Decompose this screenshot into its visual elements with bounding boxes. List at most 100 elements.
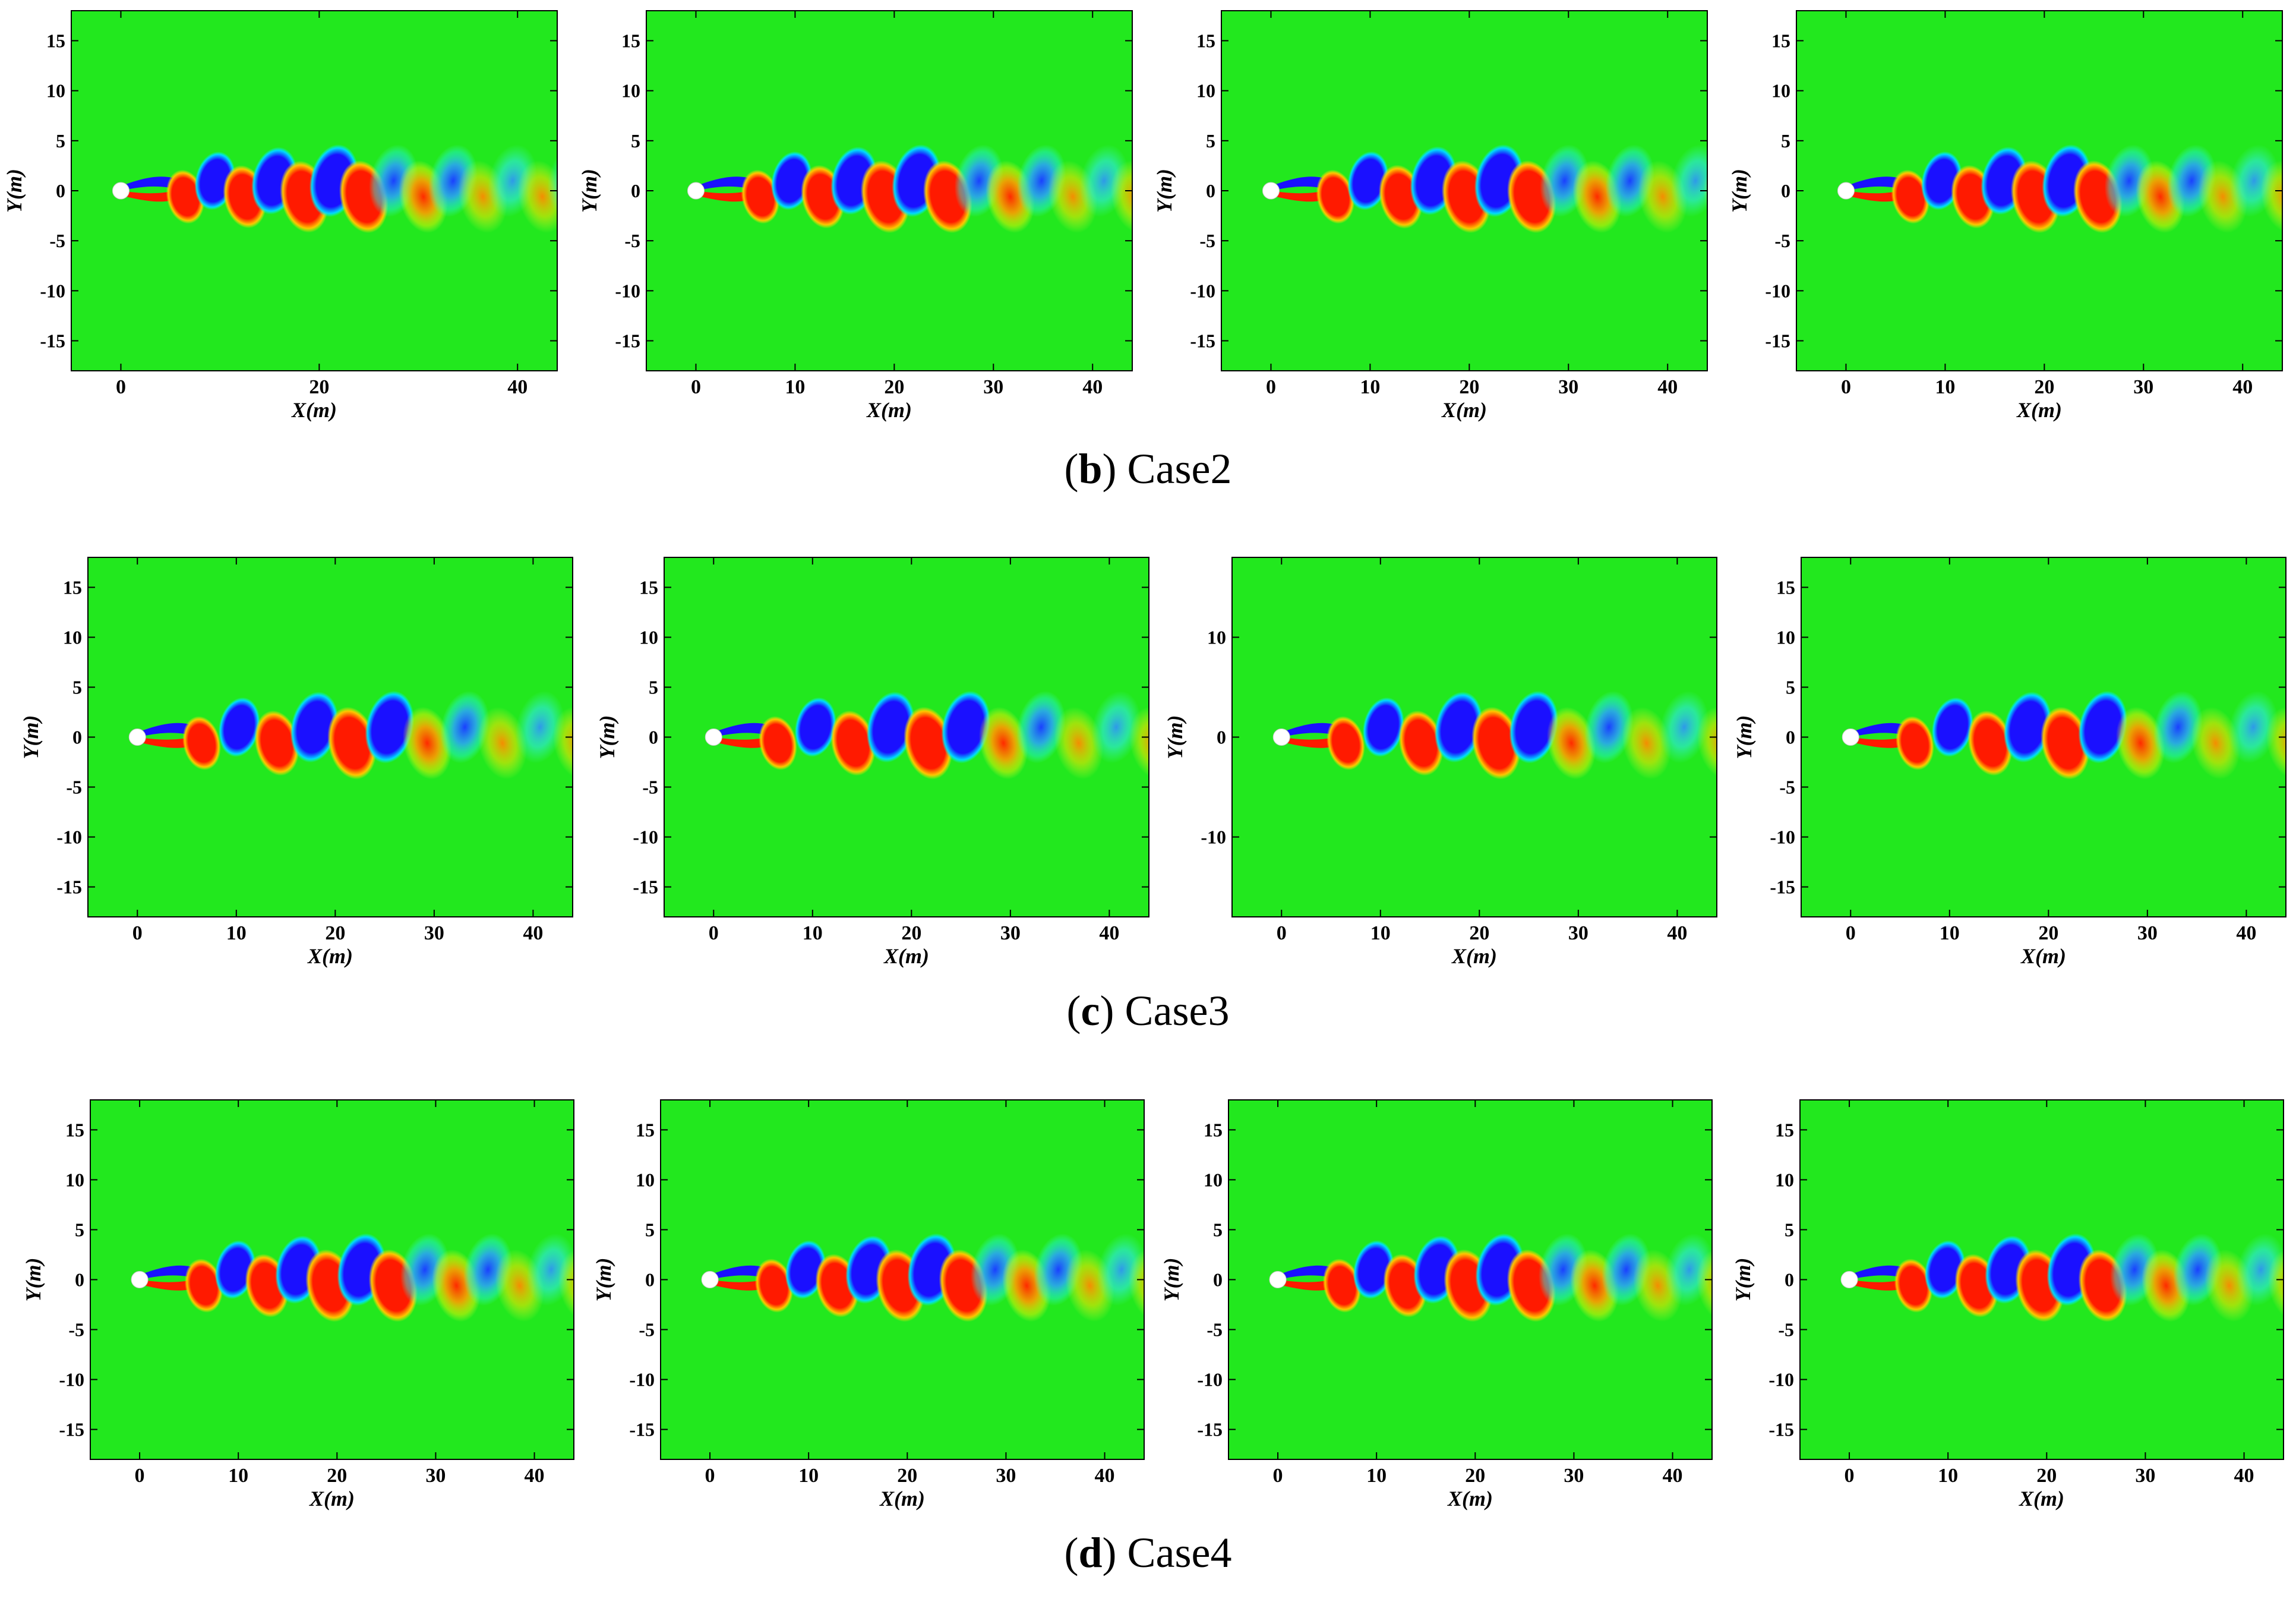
positive-vortex — [1622, 707, 1672, 780]
negative-vortex — [1091, 690, 1141, 764]
x-tick-label: 40 — [2234, 1465, 2254, 1487]
caption-case3: (c) Case3 — [1066, 987, 1230, 1035]
y-tick-label: -15 — [629, 1419, 655, 1440]
x-axis-label: X(m) — [309, 1487, 355, 1510]
y-tick-label: 15 — [1771, 30, 1790, 52]
contour-panel: 0 10 20 30 40 15 10 5 0 -5 -10 -15 X(m) Y(m) — [592, 1099, 1145, 1510]
negative-vortex — [794, 697, 836, 757]
y-axis-label: Y(m) — [1727, 169, 1751, 213]
vortex-field — [1850, 690, 2286, 780]
y-tick-label: 10 — [63, 626, 82, 648]
negative-vortex — [1347, 151, 1389, 210]
x-tick-label: 20 — [901, 922, 921, 944]
cylinder — [1840, 1271, 1858, 1288]
y-tick-label: -10 — [56, 827, 82, 848]
y-tick-label: -10 — [1765, 280, 1790, 301]
x-tick-label: 10 — [226, 922, 247, 944]
x-tick-label: 0 — [1841, 376, 1851, 398]
x-axis-label: X(m) — [1447, 1487, 1493, 1510]
y-tick-label: -10 — [1190, 280, 1215, 301]
y-tick-label: 10 — [639, 626, 658, 648]
y-tick-label: 0 — [56, 180, 65, 201]
negative-vortex — [515, 690, 565, 764]
y-tick-label: -15 — [40, 330, 65, 352]
y-tick-label: -15 — [633, 876, 658, 898]
y-tick-label: 5 — [75, 1219, 84, 1240]
y-tick-label: -5 — [1199, 230, 1215, 251]
x-tick-label: 30 — [983, 376, 1003, 398]
negative-vortex — [218, 697, 260, 757]
x-tick-label: 40 — [507, 376, 528, 398]
x-tick-label: 10 — [803, 922, 823, 944]
caption-letter: d — [1078, 1529, 1103, 1576]
y-tick-label: 5 — [631, 130, 640, 152]
x-axis-label: X(m) — [2016, 398, 2062, 422]
positive-vortex — [2115, 707, 2165, 780]
negative-vortex — [440, 690, 489, 764]
positive-vortex — [754, 1259, 794, 1313]
vortex-field — [1849, 1233, 2284, 1322]
cylinder — [1269, 1271, 1287, 1288]
y-axis-label: Y(m) — [1732, 715, 1756, 759]
y-tick-label: -10 — [1770, 827, 1795, 848]
x-tick-label: 0 — [691, 376, 701, 398]
vortex-field — [1846, 140, 2296, 234]
negative-vortex — [2285, 140, 2296, 222]
x-axis-label: X(m) — [866, 398, 912, 422]
y-tick-label: 15 — [621, 30, 640, 52]
vortex-field — [137, 690, 573, 780]
x-tick-label: 30 — [1000, 922, 1021, 944]
x-axis-label: X(m) — [1451, 944, 1497, 968]
positive-vortex — [184, 1259, 223, 1313]
contour-panel: 0 10 20 30 40 15 10 5 0 -5 -10 -15 X(m) Y(m) — [21, 1099, 574, 1510]
x-tick-label: 0 — [1845, 1465, 1855, 1487]
x-tick-label: 10 — [785, 376, 805, 398]
x-axis-label: X(m) — [2019, 1487, 2064, 1510]
cylinder — [701, 1271, 719, 1288]
contour-panel: 0 10 20 30 40 15 10 5 0 -5 -10 -15 X(m) Y(m) — [19, 557, 573, 968]
x-tick-label: 30 — [1558, 376, 1578, 398]
positive-vortex — [1894, 1259, 1933, 1313]
y-tick-label: -10 — [1201, 827, 1226, 848]
y-tick-label: 5 — [1781, 130, 1790, 152]
y-tick-label: 5 — [1785, 1219, 1794, 1240]
caption-case4: (d) Case4 — [1064, 1529, 1232, 1576]
positive-vortex — [254, 710, 299, 776]
positive-vortex — [1398, 710, 1444, 776]
negative-vortex — [1584, 690, 1634, 764]
x-tick-label: 30 — [424, 922, 444, 944]
x-tick-label: 0 — [1846, 922, 1856, 944]
caption-title: Case2 — [1127, 445, 1232, 493]
positive-vortex — [1110, 160, 1132, 234]
x-tick-label: 0 — [135, 1465, 145, 1487]
negative-vortex — [2078, 690, 2128, 764]
negative-vortex — [2153, 690, 2203, 764]
y-tick-label: 0 — [75, 1269, 84, 1291]
y-tick-label: 15 — [1204, 1119, 1223, 1140]
contour-panel: 0 10 20 30 40 15 10 5 0 -5 -10 -15 X(m) Y(m) — [1727, 10, 2296, 422]
x-tick-label: 0 — [709, 922, 719, 944]
positive-vortex — [1546, 707, 1596, 780]
y-tick-label: 0 — [1785, 1269, 1794, 1291]
y-tick-label: 0 — [1217, 727, 1226, 748]
x-tick-label: 20 — [884, 376, 904, 398]
positive-vortex — [402, 707, 452, 780]
contour-panel: 0 10 20 30 40 15 10 5 0 -5 -10 -15 X(m) Y(m) — [1732, 557, 2286, 968]
y-tick-label: 15 — [1196, 30, 1215, 52]
x-tick-label: 10 — [1370, 922, 1391, 944]
caption-title: Case4 — [1127, 1529, 1232, 1576]
x-tick-label: 20 — [2036, 1465, 2057, 1487]
x-tick-label: 30 — [1568, 922, 1588, 944]
cylinder — [128, 729, 146, 746]
negative-vortex — [941, 690, 991, 764]
y-tick-label: 5 — [1206, 130, 1215, 152]
cylinder — [1262, 182, 1280, 200]
y-tick-label: -5 — [68, 1319, 84, 1341]
y-tick-label: 0 — [72, 727, 82, 748]
y-tick-label: -5 — [624, 230, 640, 251]
negative-vortex — [1670, 144, 1707, 217]
y-tick-label: -15 — [59, 1419, 84, 1440]
x-tick-label: 20 — [1465, 1465, 1485, 1487]
negative-vortex — [1362, 697, 1404, 757]
